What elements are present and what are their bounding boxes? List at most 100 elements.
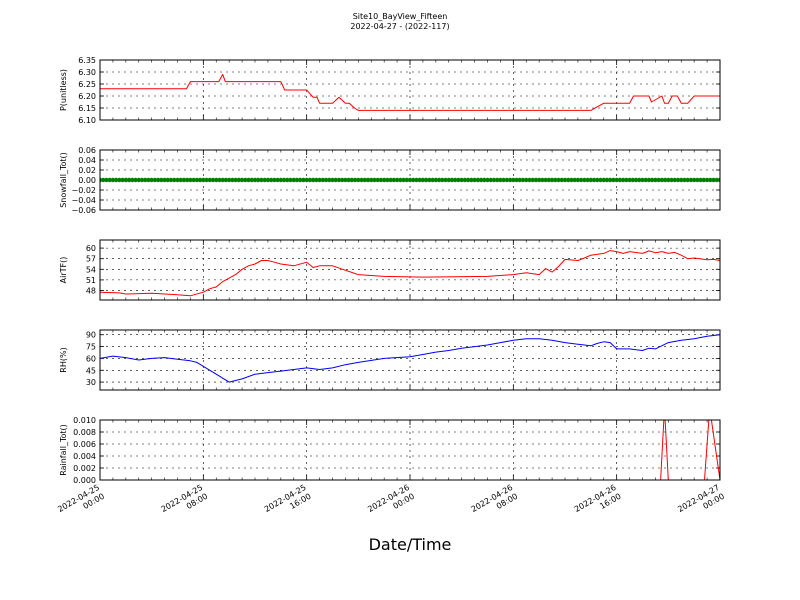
data-point — [252, 177, 258, 183]
data-point — [494, 177, 500, 183]
data-point — [107, 177, 112, 183]
axes-frame — [99, 329, 721, 391]
data-point — [369, 177, 374, 183]
panel-1: 0.060.040.020.00−0.02−0.04−0.06Snowfall_… — [59, 146, 721, 215]
data-point — [239, 177, 245, 183]
data-point — [627, 177, 632, 183]
data-point — [608, 177, 613, 183]
data-point — [549, 177, 555, 183]
chart-title: Site10_BayView_Fifteen — [353, 12, 448, 21]
data-point — [430, 177, 435, 183]
data-point — [288, 177, 293, 183]
y-tick-label: 57 — [86, 255, 96, 264]
data-point — [110, 177, 116, 183]
data-point — [575, 177, 581, 183]
y-axis-label: Rainfall_Tot() — [59, 424, 68, 476]
data-point — [449, 177, 455, 183]
data-point — [188, 177, 193, 183]
data-point — [669, 177, 674, 183]
data-point — [566, 177, 571, 183]
data-point — [556, 177, 561, 183]
data-point — [394, 177, 400, 183]
data-point — [113, 177, 119, 183]
data-point — [126, 177, 132, 183]
data-point — [155, 177, 161, 183]
y-axis-label: Snowfall_Tot() — [59, 152, 68, 208]
data-point — [197, 177, 203, 183]
data-point — [210, 177, 216, 183]
data-point — [617, 177, 623, 183]
data-point — [649, 177, 655, 183]
data-point — [646, 177, 652, 183]
y-tick-label: 45 — [86, 366, 96, 375]
data-point — [130, 177, 135, 183]
data-point — [527, 177, 532, 183]
y-tick-label: −0.02 — [71, 186, 96, 195]
data-point — [146, 177, 151, 183]
data-point — [485, 177, 490, 183]
y-tick-label: 60 — [86, 354, 96, 363]
data-point — [265, 177, 271, 183]
data-point — [420, 177, 426, 183]
y-tick-label: 6.10 — [78, 116, 96, 125]
data-point — [336, 177, 342, 183]
data-point — [346, 177, 351, 183]
series-line — [100, 250, 720, 297]
data-point — [330, 177, 335, 183]
data-point — [708, 177, 713, 183]
data-point — [404, 177, 409, 183]
data-point — [362, 177, 367, 183]
data-point — [294, 177, 300, 183]
data-point — [465, 177, 471, 183]
data-point — [524, 177, 529, 183]
series-line — [100, 73, 720, 111]
data-point — [226, 177, 232, 183]
data-point — [436, 177, 442, 183]
data-point — [440, 177, 445, 183]
data-point — [246, 177, 251, 183]
data-point — [307, 177, 313, 183]
data-point — [682, 177, 687, 183]
data-point — [572, 177, 577, 183]
data-point — [598, 177, 603, 183]
data-point — [281, 177, 287, 183]
data-point — [507, 177, 513, 183]
data-point — [398, 177, 403, 183]
data-point — [101, 177, 106, 183]
data-point — [530, 177, 535, 183]
data-point — [162, 177, 167, 183]
y-tick-label: 0.04 — [78, 156, 96, 165]
axes-frame — [99, 59, 721, 121]
data-point — [352, 177, 358, 183]
data-point — [152, 177, 158, 183]
data-point — [640, 177, 645, 183]
panel-4: 0.010 0.008 0.006 0.004 0.002 0.000 Rainfall_T… — [59, 416, 721, 485]
data-point — [630, 177, 636, 183]
data-point — [562, 177, 568, 183]
y-tick-label: 6.35 — [78, 56, 96, 65]
data-point — [595, 177, 600, 183]
data-point — [291, 177, 296, 183]
data-point — [633, 177, 639, 183]
data-point — [540, 177, 545, 183]
data-point — [698, 177, 703, 183]
data-point — [533, 177, 539, 183]
data-point — [304, 177, 309, 183]
data-point — [223, 177, 229, 183]
data-point — [578, 177, 584, 183]
data-point — [356, 177, 361, 183]
y-tick-label: 30 — [86, 378, 96, 387]
data-point — [511, 177, 516, 183]
y-tick-label: −0.06 — [71, 206, 96, 215]
data-point — [679, 177, 684, 183]
series-3 — [100, 334, 720, 383]
data-point — [469, 177, 474, 183]
y-tick-label: 0.010 — [73, 416, 96, 425]
data-point — [417, 177, 422, 183]
data-point — [659, 177, 665, 183]
y-tick-label: 60 — [86, 244, 96, 253]
